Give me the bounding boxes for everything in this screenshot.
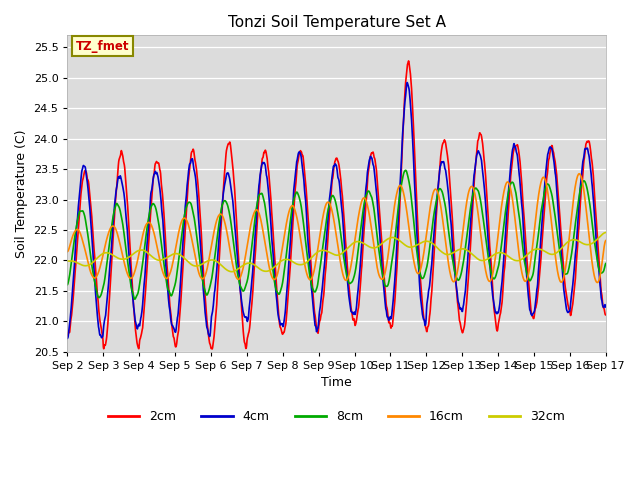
Title: Tonzi Soil Temperature Set A: Tonzi Soil Temperature Set A — [228, 15, 445, 30]
X-axis label: Time: Time — [321, 376, 352, 389]
Legend: 2cm, 4cm, 8cm, 16cm, 32cm: 2cm, 4cm, 8cm, 16cm, 32cm — [103, 405, 570, 428]
Text: TZ_fmet: TZ_fmet — [76, 39, 129, 53]
Y-axis label: Soil Temperature (C): Soil Temperature (C) — [15, 129, 28, 258]
